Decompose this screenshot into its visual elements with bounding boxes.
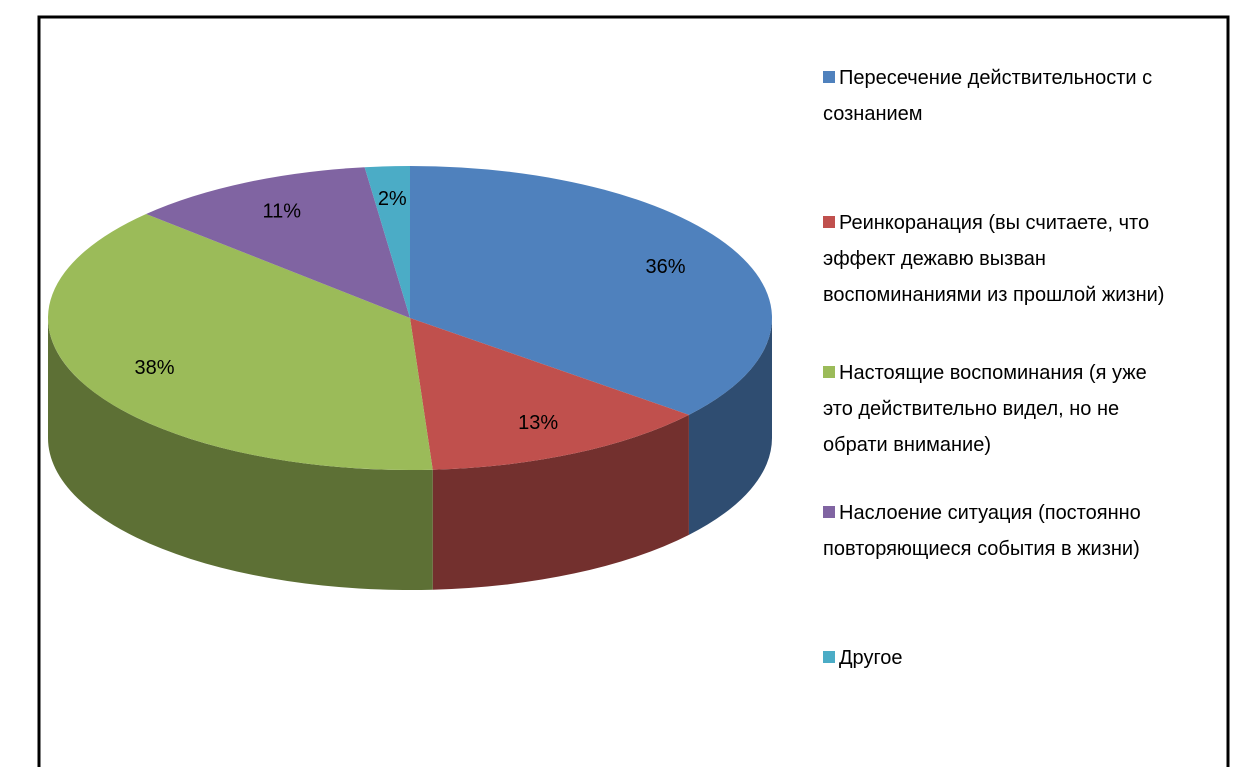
- slice: [410, 318, 689, 470]
- legend-label: Настоящие воспоминания (я уже это действ…: [823, 362, 1147, 456]
- legend-swatch: [823, 71, 835, 83]
- legend-item: Пересечение действительности с сознанием: [823, 60, 1173, 132]
- legend-swatch: [823, 506, 835, 518]
- data-label: 11%: [263, 201, 302, 223]
- slice-side: [48, 318, 433, 590]
- legend-item: Наслоение ситуация (постоянно повторяющи…: [823, 495, 1173, 567]
- legend-label: Реинкоранация (вы считаете, что эффект д…: [823, 212, 1165, 306]
- data-label: 13%: [518, 412, 558, 434]
- legend-item: Реинкоранация (вы считаете, что эффект д…: [823, 205, 1173, 313]
- data-label: 36%: [645, 256, 685, 278]
- frame: [37, 15, 1230, 767]
- legend-label: Наслоение ситуация (постоянно повторяющи…: [823, 502, 1141, 560]
- legend-item: Настоящие воспоминания (я уже это действ…: [823, 355, 1173, 463]
- data-label: 2%: [378, 188, 407, 210]
- slice-side: [432, 414, 689, 590]
- legend-swatch: [823, 216, 835, 228]
- legend-swatch: [823, 366, 835, 378]
- legend-item: Другое: [823, 640, 1173, 676]
- legend-label: Другое: [839, 647, 903, 669]
- slice: [364, 166, 410, 318]
- data-label: 38%: [134, 357, 174, 379]
- slice-side: [688, 318, 772, 535]
- slice: [410, 166, 772, 415]
- legend-label: Пересечение действительности с сознанием: [823, 67, 1153, 125]
- slice: [48, 213, 433, 471]
- slice: [146, 167, 411, 318]
- legend-swatch: [823, 651, 835, 663]
